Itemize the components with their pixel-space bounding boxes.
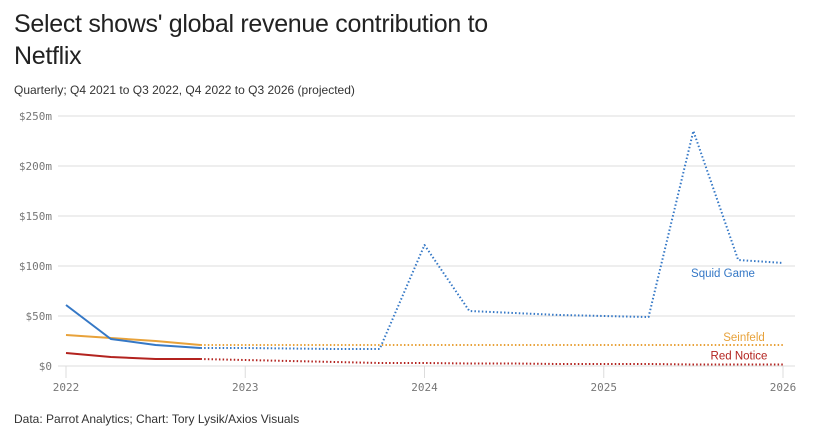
y-tick-label: $0: [39, 360, 52, 373]
y-tick-label: $150m: [19, 210, 52, 223]
y-tick-label: $50m: [26, 310, 53, 323]
source-note: Data: Parrot Analytics; Chart: Tory Lysi…: [14, 412, 300, 426]
seinfeld-label: Seinfeld: [723, 332, 765, 344]
x-tick-label: 2025: [591, 381, 618, 394]
red-notice-projected-line: [200, 358, 783, 366]
chart-title: Select shows' global revenue contributio…: [14, 10, 488, 70]
squid-game-actual-line: [65, 304, 201, 349]
x-tick-label: 2023: [232, 381, 259, 394]
series-labels: Squid Game Seinfeld Red Notice: [691, 268, 767, 363]
y-axis: $0 $50m $100m $150m $200m $250m: [19, 110, 52, 373]
y-tick-label: $250m: [19, 110, 52, 123]
chart-subtitle: Quarterly; Q4 2021 to Q3 2022, Q4 2022 t…: [14, 83, 355, 97]
seinfeld-actual-line: [65, 334, 201, 346]
x-axis: 2022 2023 2024 2025 2026: [53, 366, 797, 394]
squid-game-label: Squid Game: [691, 268, 755, 280]
red-notice-actual-line: [65, 352, 201, 360]
x-tick-label: 2024: [411, 381, 438, 394]
x-tick-label: 2026: [770, 381, 797, 394]
series-lines: [65, 130, 784, 366]
gridlines: [58, 115, 795, 367]
squid-game-projected-line: [200, 130, 784, 350]
red-notice-label: Red Notice: [711, 351, 768, 363]
x-tick-label: 2022: [53, 381, 80, 394]
y-tick-label: $200m: [19, 160, 52, 173]
y-tick-label: $100m: [19, 260, 52, 273]
